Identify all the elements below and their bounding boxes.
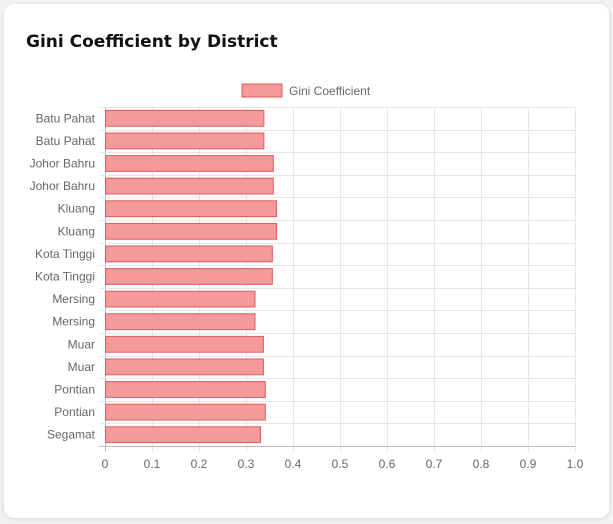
y-tick-label: Muar <box>68 360 95 374</box>
y-tick-label: Kota Tinggi <box>35 247 95 261</box>
x-tick-label: 0.8 <box>473 457 490 471</box>
bar[interactable] <box>105 155 274 172</box>
x-tick-label: 0.4 <box>285 457 302 471</box>
card-title: Gini Coefficient by District <box>26 32 278 52</box>
y-tick-label: Kluang <box>58 202 95 216</box>
x-tick-label: 0 <box>102 457 109 471</box>
y-tick-label: Johor Bahru <box>30 157 95 171</box>
y-tick-label: Batu Pahat <box>36 134 96 148</box>
x-tick-label: 0.1 <box>144 457 161 471</box>
bar[interactable] <box>105 109 265 127</box>
y-tick-label: Mersing <box>52 315 95 329</box>
bar[interactable] <box>105 381 266 398</box>
bar[interactable] <box>105 268 273 285</box>
y-tick-label: Pontian <box>54 383 95 397</box>
bar[interactable] <box>105 222 278 240</box>
y-tick-label: Kota Tinggi <box>35 270 95 284</box>
x-tick-label: 0.6 <box>379 457 396 471</box>
x-axis-labels: 0 0.1 0.2 0.3 0.4 0.5 0.6 0.7 0.8 0.9 1.0 <box>102 457 584 471</box>
legend-label: Gini Coefficient <box>289 84 371 98</box>
bar[interactable] <box>105 177 274 195</box>
x-tick-label: 0.5 <box>332 457 349 471</box>
bar[interactable] <box>105 245 273 263</box>
legend-swatch <box>241 83 283 98</box>
y-tick-label: Segamat <box>47 428 96 442</box>
chart-card: Gini Coefficient by District <box>4 4 609 518</box>
y-tick-label: Johor Bahru <box>30 179 95 193</box>
y-tick-label: Batu Pahat <box>36 111 96 125</box>
x-tick-label: 0.7 <box>426 457 443 471</box>
y-tick-label: Mersing <box>52 292 95 306</box>
y-tick-label: Kluang <box>58 224 95 238</box>
bar[interactable] <box>105 290 256 308</box>
bar[interactable] <box>105 403 266 421</box>
bar[interactable] <box>105 426 262 444</box>
y-axis-labels: Batu Pahat Batu Pahat Johor Bahru Johor Bah… <box>30 111 96 441</box>
y-tick-label: Muar <box>68 337 95 351</box>
y-tick-label: Pontian <box>54 405 95 419</box>
bar[interactable] <box>105 313 256 331</box>
legend[interactable]: Gini Coefficient <box>241 83 371 98</box>
x-tick-label: 0.3 <box>238 457 255 471</box>
x-tick-label: 1.0 <box>567 457 584 471</box>
bar[interactable] <box>105 335 264 353</box>
bars <box>105 109 278 444</box>
bar[interactable] <box>105 358 264 376</box>
bar[interactable] <box>105 132 265 150</box>
bar[interactable] <box>105 200 278 218</box>
x-tick-label: 0.2 <box>191 457 208 471</box>
x-tick-label: 0.9 <box>520 457 537 471</box>
